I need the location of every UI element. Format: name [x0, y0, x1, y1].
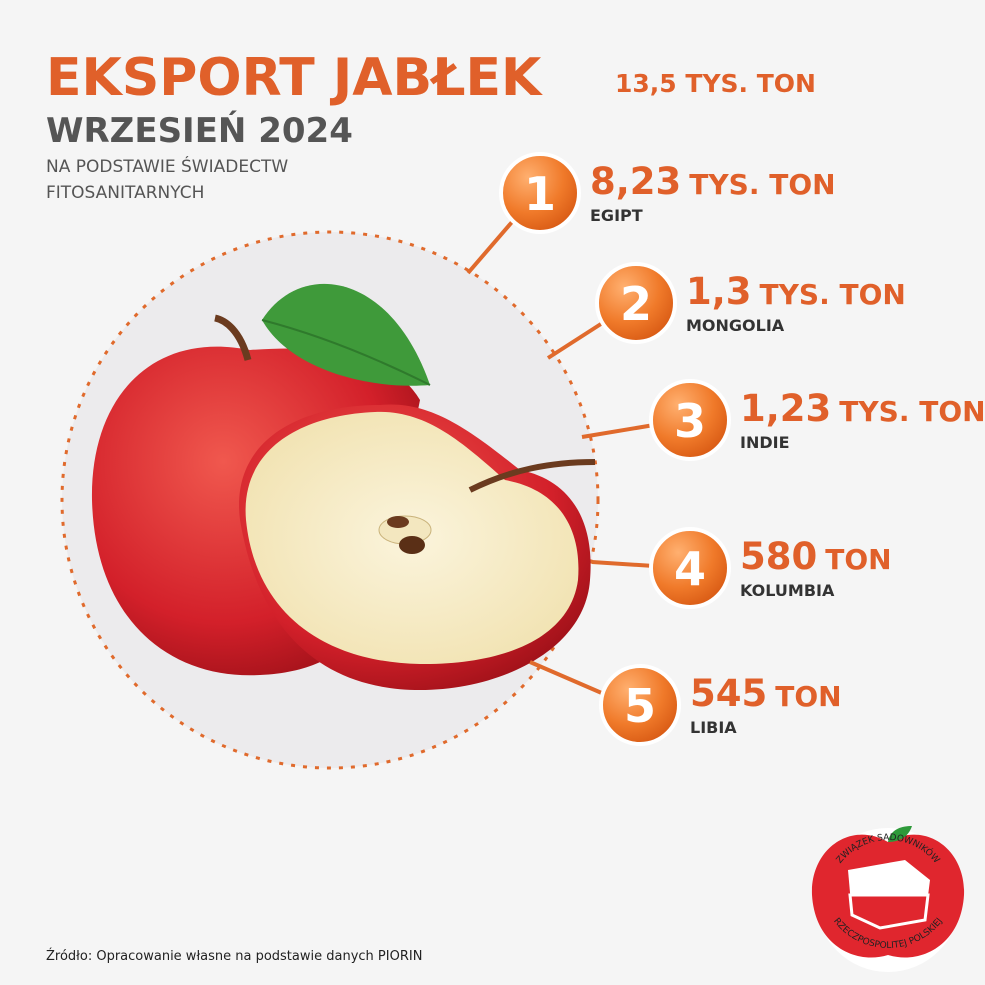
rank-badge	[595, 262, 677, 344]
amount-unit: TYS. TON	[689, 168, 835, 201]
amount: 1,3 TYS. TON	[686, 270, 906, 313]
amount-unit: TYS. TON	[839, 395, 985, 428]
country: INDIE	[740, 433, 790, 452]
connectors	[466, 220, 655, 696]
rank: 3	[674, 394, 706, 448]
apple-illustration	[91, 283, 596, 690]
logo: ZWIĄZEK SADOWNIKÓW RZECZPOSPOLITEJ POLSK…	[811, 826, 965, 972]
amount-value: 8,23	[590, 160, 681, 203]
total: 13,5 TYS. TON	[615, 69, 816, 98]
amount-unit: TON	[775, 680, 841, 713]
amount: 580 TON	[740, 535, 892, 578]
subtitle: WRZESIEŃ 2024	[46, 110, 353, 151]
amount: 545 TON	[690, 672, 842, 715]
amount: 1,23 TYS. TON	[740, 387, 985, 430]
rank-badge	[499, 152, 581, 234]
amount-value: 545	[690, 672, 767, 715]
rank: 4	[674, 542, 706, 596]
title: EKSPORT JABŁEK	[46, 48, 543, 108]
rank: 2	[620, 277, 652, 331]
rank: 5	[624, 679, 656, 733]
source: Źródło: Opracowanie własne na podstawie …	[46, 948, 422, 964]
rank-badge	[599, 664, 681, 746]
rank-badge	[649, 379, 731, 461]
country: EGIPT	[590, 206, 643, 225]
country: MONGOLIA	[686, 316, 785, 335]
amount-unit: TYS. TON	[760, 278, 906, 311]
amount-value: 1,3	[686, 270, 752, 313]
note-line: NA PODSTAWIE ŚWIADECTW	[46, 155, 288, 177]
amount: 8,23 TYS. TON	[590, 160, 836, 203]
rank: 1	[524, 167, 556, 221]
rank-badge	[649, 527, 731, 609]
country: LIBIA	[690, 718, 737, 737]
amount-value: 1,23	[740, 387, 831, 430]
amount-unit: TON	[825, 543, 891, 576]
amount-value: 580	[740, 535, 817, 578]
note-line: FITOSANITARNYCH	[46, 183, 204, 203]
country: KOLUMBIA	[740, 581, 835, 600]
